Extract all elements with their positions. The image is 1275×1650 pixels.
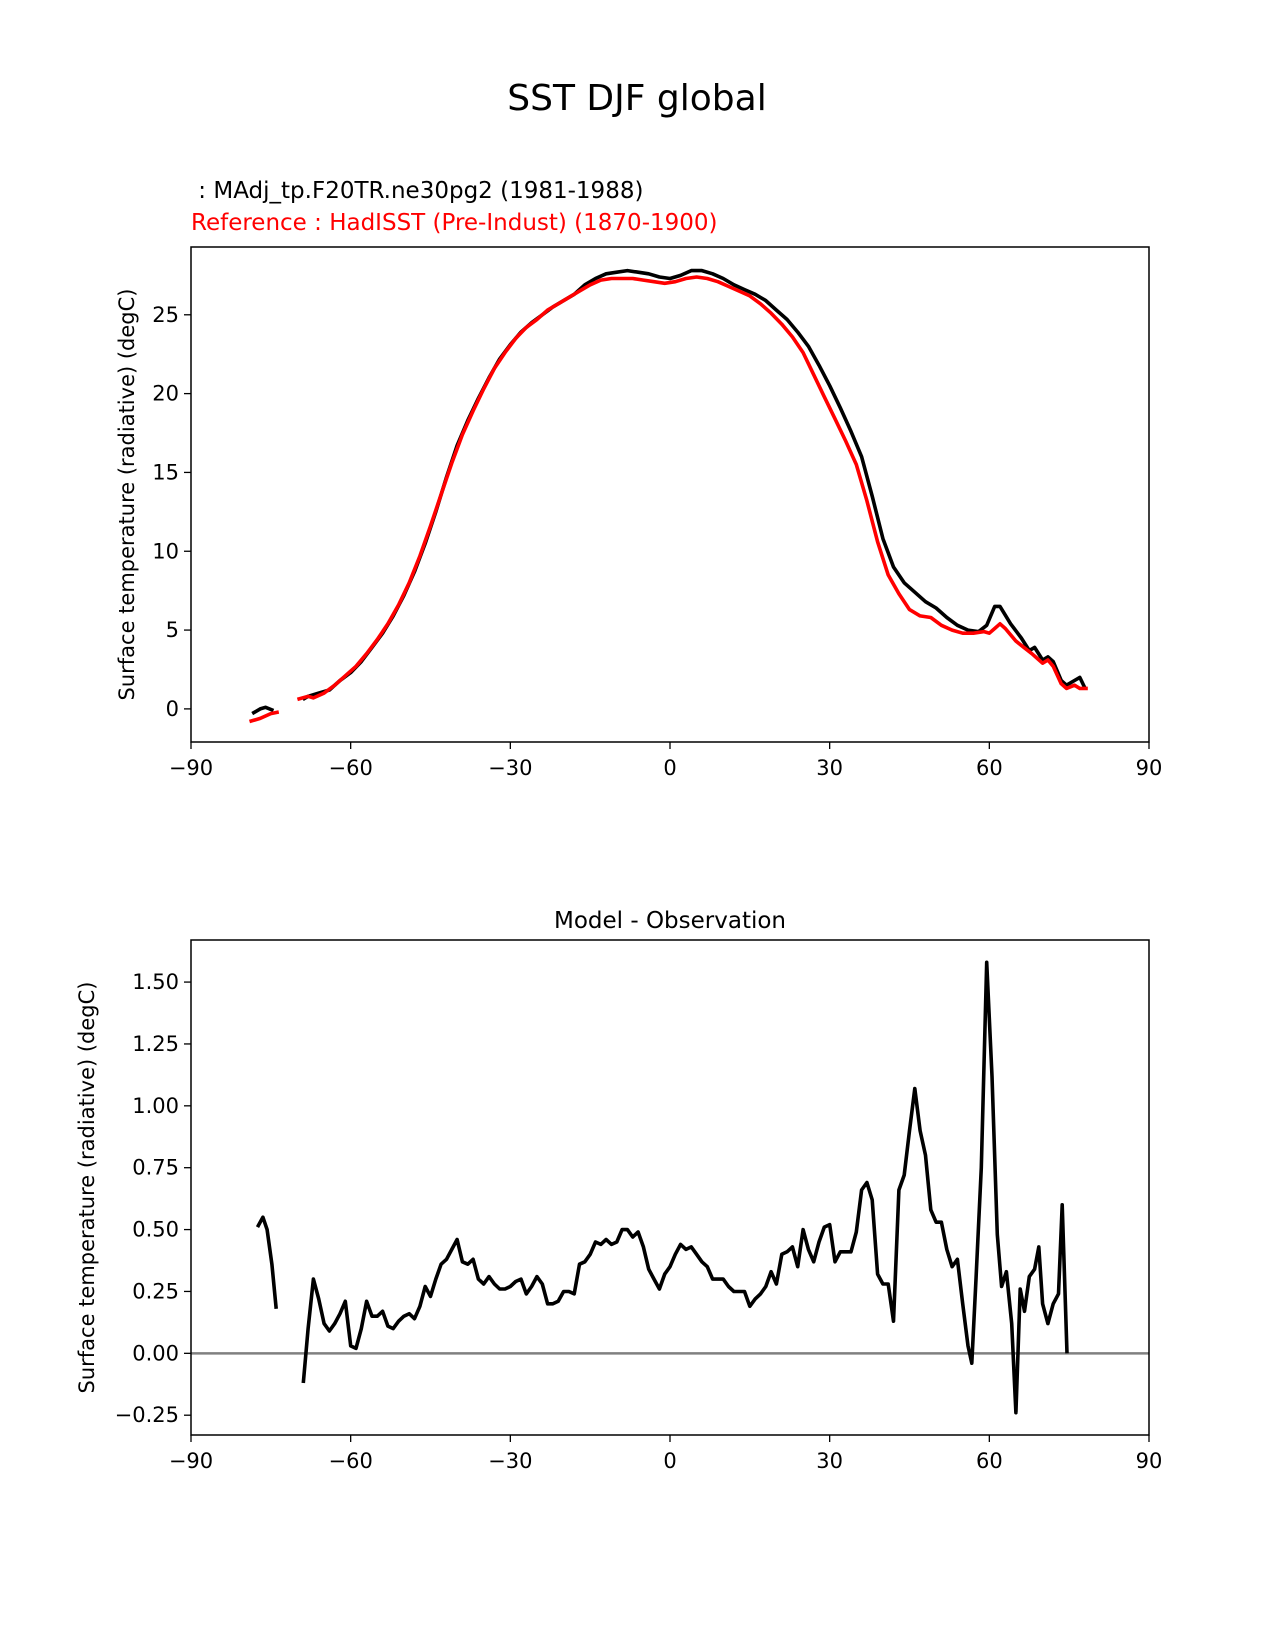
bottom-ytick-label: 1.25 <box>132 1032 179 1056</box>
top-series-1-segment-0 <box>248 710 280 724</box>
bottom-ylabel: Surface temperature (radiative) (degC) <box>75 982 99 1394</box>
top-series-1-segment-1 <box>296 275 1088 702</box>
top-chart-title-model: : MAdj_tp.F20TR.ne30pg2 (1981-1988) <box>191 178 643 204</box>
top-chart: −90 −60 −30 0 30 60 90 0 5 10 15 20 25 Surface temper… <box>115 246 1163 780</box>
top-xtick-label: −30 <box>488 756 532 780</box>
bottom-ytick-label: 0.50 <box>132 1218 179 1242</box>
top-series-0-segment-0 <box>251 705 275 716</box>
bottom-series-0-segment-0 <box>255 1215 278 1309</box>
bottom-xtick-label: 90 <box>1136 1449 1163 1473</box>
top-ytick-label: 0 <box>166 697 179 721</box>
top-xtick-label: 30 <box>816 756 843 780</box>
bottom-ytick-label: 0.25 <box>132 1279 179 1303</box>
figure-title: SST DJF global <box>507 78 766 119</box>
top-ytick-label: 10 <box>152 539 179 563</box>
bottom-chart: −90 −60 −30 0 30 60 90 −0.25 0.00 0.25 0.50 0.75 1.0… <box>75 939 1163 1473</box>
top-ytick-label: 20 <box>152 382 179 406</box>
bottom-ytick-label: −0.25 <box>115 1403 179 1427</box>
top-ytick-label: 5 <box>166 618 179 642</box>
top-ytick-label: 15 <box>152 460 179 484</box>
bottom-ytick-label: 0.75 <box>132 1156 179 1180</box>
bottom-xtick-label: 30 <box>816 1449 843 1473</box>
top-ylabel: Surface temperature (radiative) (degC) <box>115 289 139 701</box>
bottom-xtick-label: −30 <box>488 1449 532 1473</box>
bottom-xtick-label: −90 <box>169 1449 213 1473</box>
top-axes-frame <box>190 246 1150 743</box>
top-xtick-label: 0 <box>663 756 676 780</box>
bottom-chart-title: Model - Observation <box>554 908 786 934</box>
bottom-ytick-label: 0.00 <box>132 1341 179 1365</box>
bottom-series-0-segment-1 <box>301 960 1069 1415</box>
top-xtick-label: −60 <box>329 756 373 780</box>
bottom-xtick-label: 0 <box>663 1449 676 1473</box>
top-xtick-label: 90 <box>1136 756 1163 780</box>
top-series-0-segment-1 <box>301 268 1087 701</box>
bottom-xtick-label: −60 <box>329 1449 373 1473</box>
bottom-ytick-label: 1.50 <box>132 970 179 994</box>
bottom-axes-frame <box>190 939 1150 1436</box>
bottom-ytick-label: 1.00 <box>132 1094 179 1118</box>
top-ytick-label: 25 <box>152 303 179 327</box>
bottom-xtick-label: 60 <box>976 1449 1003 1473</box>
top-chart-title-reference: Reference : HadISST (Pre-Indust) (1870-1… <box>191 210 718 236</box>
top-xtick-label: −90 <box>169 756 213 780</box>
top-xtick-label: 60 <box>976 756 1003 780</box>
